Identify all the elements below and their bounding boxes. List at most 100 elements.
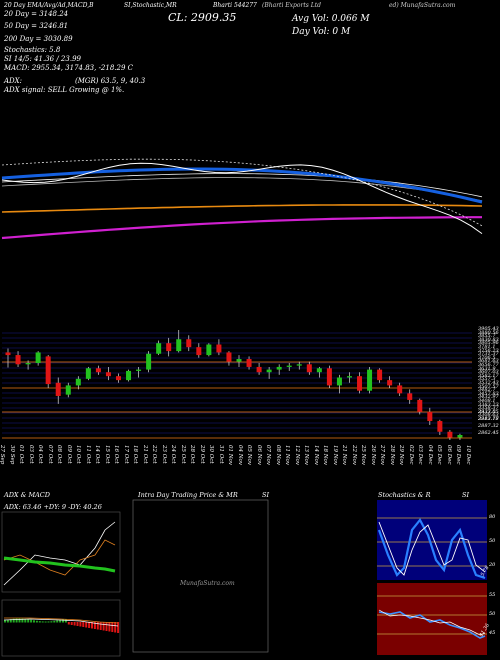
macd-hist-bar [21,618,24,623]
macd-hist-bar [35,620,38,623]
date-tick-label: 18 Oct [132,445,139,464]
candle-up [136,369,142,371]
price-tick-label: 3333.5 [478,408,496,415]
price-tick-label: 3631.9 [478,365,496,372]
close-price: CL: 2909.35 [168,11,237,24]
macd-hist-bar [4,620,6,623]
macd-hist-bar [82,622,85,627]
price-tick-label: 3706.5 [478,354,496,361]
price-tick-label: 3532.43 [478,380,499,386]
date-tick-label: 25 Oct [179,445,186,464]
date-tick-label: 13 Nov [303,445,310,465]
price-tick-label: 2912.18 [478,416,499,422]
macd-hist-bar [91,622,93,629]
date-tick-label: 26 Nov [369,445,376,465]
candle-down [196,347,202,356]
date-tick-label: 25 Nov [360,445,367,465]
date-tick-label: 16 Oct [113,445,120,464]
ema20-line [1,167,483,204]
macd-hist-bar [108,622,111,632]
macd-hist-bar [102,622,105,631]
date-tick-label: 10 Oct [75,445,82,464]
price-tick-label: 3880.56 [478,329,499,336]
date-tick-label: 30 Sep [8,445,15,465]
candle-down [377,369,383,381]
macd-hist-bar [33,620,35,623]
ema50-line [1,204,483,213]
candle-up [457,435,463,438]
price-tick-label: 3756.23 [478,347,499,354]
candle-up [236,359,242,362]
candle-down [55,382,61,396]
intraday-panel-title: Intra Day Trading Price & MR [138,491,238,499]
day-volume: Day Vol: 0 M [292,27,351,37]
candle-down [357,376,363,391]
price-tick-label: 3855.7 [478,333,496,340]
candle-up [176,339,182,352]
date-tick-label: 05 Dec [436,445,443,465]
date-tick-label: 03 Dec [417,445,424,465]
adx-line [3,521,116,586]
bollinger-mid-line [1,173,483,198]
price-tick-label: 3731.37 [478,351,499,358]
stoch-tick-label: 50 [489,538,496,544]
stoch-d-line [378,521,486,576]
candle-down [166,343,172,352]
candle-down [306,364,312,373]
candle-down [15,355,21,365]
price-tick-label: 3457.83 [478,390,499,397]
macd-hist-bar [50,621,53,623]
rsi-panel [377,583,487,655]
date-tick-label: 12 Nov [293,445,300,465]
candle-up [296,364,302,366]
price-tick-label: 3283.77 [478,416,499,422]
macd-hist-bar [105,622,108,631]
ema50-readout: 50 Day = 3246.81 [4,22,69,30]
date-tick-label: 28 Nov [388,445,395,465]
candle-down [256,366,262,373]
candle-up [156,343,162,354]
date-tick-label: 19 Nov [331,445,338,465]
macd-hist-bar [15,618,18,623]
candle-down [115,376,121,381]
watermark-intraday: MunafaSutra.com [180,580,235,587]
rsi-tick-label: 55 [489,592,496,598]
plus-di-line [3,556,116,573]
date-tick-label: 08 Nov [274,445,281,465]
price-tick-label: 3432.97 [478,394,499,401]
rsi-tick-label: 45 [489,630,496,636]
candle-down [387,380,393,386]
date-tick-label: 14 Nov [312,445,319,465]
intraday-panel-si: SI [262,491,270,499]
macd-hist-bar [70,622,73,625]
stochastics-readout: Stochastics: 5.8 [4,46,61,54]
price-tick-label: 3358.37 [478,405,499,412]
macd-hist-bar [24,618,27,623]
date-tick-label: 17 Oct [122,445,129,464]
header-company: (Bharti Exports Ltd [262,2,322,9]
macd-hist-bar [76,622,79,626]
price-tick-label: 3830.83 [478,336,499,343]
price-tick-label: 3582.17 [478,372,499,379]
price-tick-label: 3656.77 [478,362,499,368]
candle-up [65,385,71,395]
ema20-readout: 20 Day = 3148.24 [4,10,69,18]
date-tick-label: 04 Oct [37,445,44,464]
candles [5,330,463,440]
ema-lines [1,158,483,240]
macd-signal-line [4,617,119,624]
candle-down [447,431,453,438]
price-tick-label: 3507.57 [478,383,499,390]
date-tick-label: 14 Oct [94,445,101,464]
header-title-mid: SI,Stochastic,MR [124,2,177,9]
candle-up [75,378,81,386]
date-tick-label: 10 Dec [465,445,471,465]
bollinger-lower-line [1,177,483,202]
date-tick-label: 28 Oct [189,445,196,464]
date-tick-label: 06 Nov [255,445,262,465]
price-line [1,162,483,235]
bollinger-upper-line [1,158,483,227]
rsi-line [378,611,486,639]
stoch-panel-si: SI [462,491,470,499]
macd-hist-bar [114,622,117,633]
